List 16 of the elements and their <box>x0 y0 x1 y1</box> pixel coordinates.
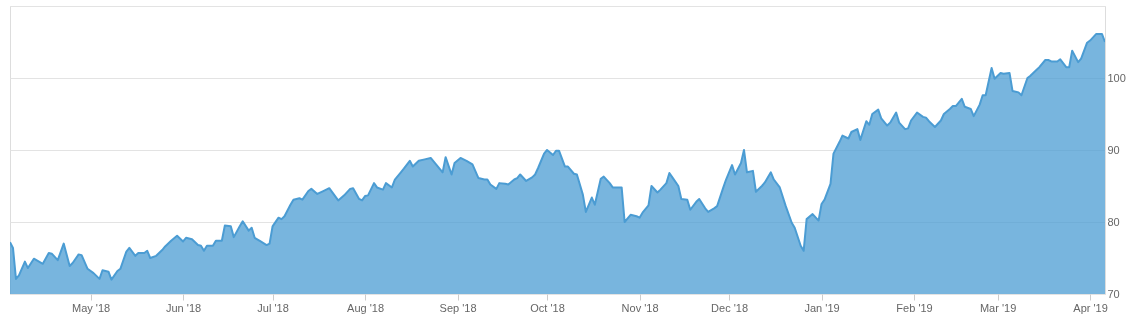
x-tick-label: Nov '18 <box>621 301 659 314</box>
x-tick-label: Feb '19 <box>896 301 933 314</box>
x-tick-label: Jul '18 <box>257 301 289 314</box>
x-tick-label: Dec '18 <box>711 301 749 314</box>
x-tick-label: Jan '19 <box>804 301 840 314</box>
y-tick-label: 80 <box>1107 215 1120 228</box>
x-tick-label: Apr '19 <box>1073 301 1108 314</box>
x-tick-label: Jun '18 <box>165 301 202 314</box>
y-tick-label: 90 <box>1107 143 1120 156</box>
x-tick-label: Sep '18 <box>439 301 477 314</box>
x-tick-label: Aug '18 <box>347 301 385 314</box>
y-tick-label: 100 <box>1107 71 1126 84</box>
x-tick-label: Mar '19 <box>979 301 1017 314</box>
x-tick-label: Oct '18 <box>530 301 565 314</box>
x-tick-label: May '18 <box>71 301 111 314</box>
y-tick-label: 70 <box>1107 287 1120 300</box>
